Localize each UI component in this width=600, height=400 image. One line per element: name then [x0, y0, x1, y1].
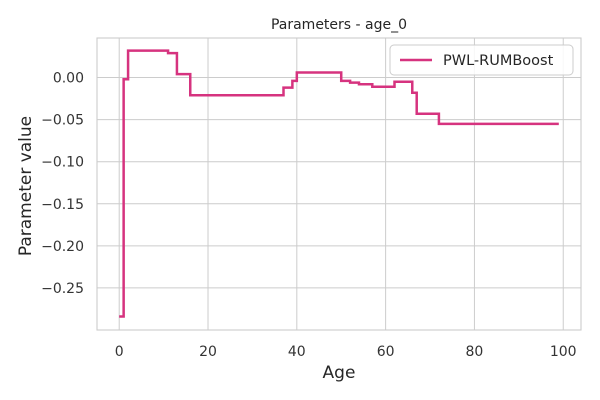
legend-box [389, 44, 574, 76]
x-tick-label: 60 [377, 344, 395, 360]
x-axis-label: Age [323, 363, 356, 383]
legend-label: PWL-RUMBoost [443, 53, 554, 69]
y-tick-label: −0.10 [41, 155, 84, 171]
x-tick-label: 0 [115, 344, 124, 360]
y-tick-label: −0.20 [41, 239, 84, 255]
x-tick-label: 80 [466, 344, 484, 360]
y-tick-label: −0.25 [41, 281, 84, 297]
series-line-0 [119, 49, 559, 318]
chart-title: Parameters - age_0 [271, 17, 407, 33]
plot-frame [96, 37, 582, 331]
tick-labels: 0 20 40 60 80 100 0.00 −0.05 −0.10 −0.15 −0.20 −0.2… [41, 71, 577, 360]
y-tick-label: 0.00 [53, 71, 84, 87]
legend: PWL-RUMBoost [389, 44, 574, 76]
x-tick-label: 100 [550, 344, 577, 360]
grid [97, 38, 581, 330]
series-layer [119, 49, 559, 318]
x-tick-label: 20 [199, 344, 217, 360]
y-tick-label: −0.15 [41, 197, 84, 213]
x-tick-label: 40 [288, 344, 306, 360]
y-tick-label: −0.05 [41, 113, 84, 129]
y-axis-label: Parameter value [16, 116, 36, 256]
